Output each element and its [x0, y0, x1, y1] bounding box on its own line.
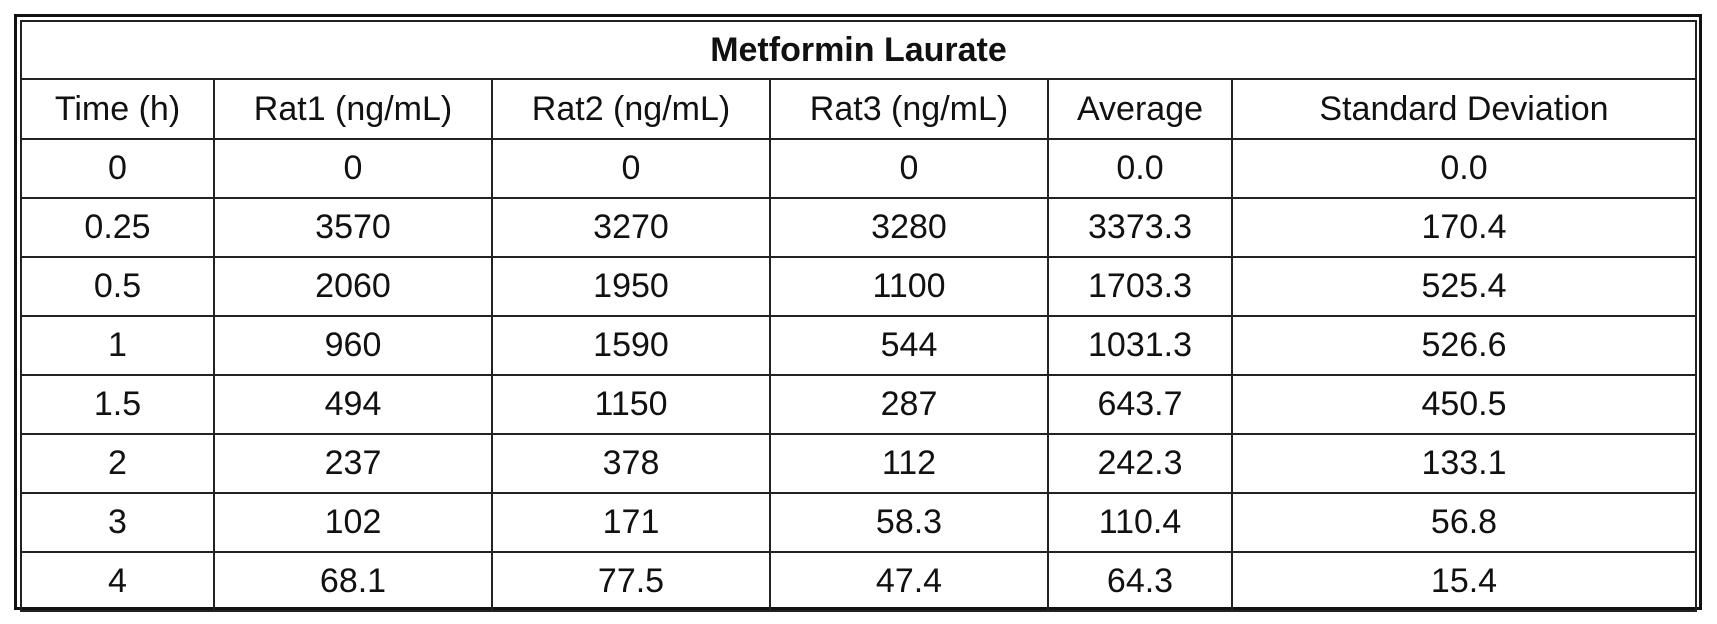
table-row: 2 237 378 112 242.3 133.1	[21, 434, 1696, 493]
cell-rat3: 112	[770, 434, 1048, 493]
cell-time: 1.5	[21, 375, 214, 434]
cell-rat2: 171	[492, 493, 770, 552]
cell-rat3: 1100	[770, 257, 1048, 316]
cell-average: 643.7	[1048, 375, 1232, 434]
cell-rat3: 0	[770, 139, 1048, 198]
cell-rat1: 960	[214, 316, 492, 375]
table-row: 0.5 2060 1950 1100 1703.3 525.4	[21, 257, 1696, 316]
column-header-rat1: Rat1 (ng/mL)	[214, 79, 492, 139]
cell-rat1: 68.1	[214, 552, 492, 611]
cell-average: 1031.3	[1048, 316, 1232, 375]
cell-rat3: 47.4	[770, 552, 1048, 611]
cell-rat1: 3570	[214, 198, 492, 257]
cell-standard-deviation: 526.6	[1232, 316, 1696, 375]
cell-rat1: 494	[214, 375, 492, 434]
table-frame: Metformin Laurate Time (h) Rat1 (ng/mL) …	[14, 14, 1702, 610]
title-row: Metformin Laurate	[21, 21, 1696, 79]
cell-rat2: 77.5	[492, 552, 770, 611]
cell-time: 2	[21, 434, 214, 493]
table-title: Metformin Laurate	[21, 21, 1696, 79]
cell-rat1: 2060	[214, 257, 492, 316]
cell-average: 0.0	[1048, 139, 1232, 198]
cell-standard-deviation: 0.0	[1232, 139, 1696, 198]
cell-time: 1	[21, 316, 214, 375]
cell-rat2: 378	[492, 434, 770, 493]
cell-standard-deviation: 56.8	[1232, 493, 1696, 552]
cell-average: 64.3	[1048, 552, 1232, 611]
cell-rat2: 3270	[492, 198, 770, 257]
cell-rat2: 1950	[492, 257, 770, 316]
header-row: Time (h) Rat1 (ng/mL) Rat2 (ng/mL) Rat3 …	[21, 79, 1696, 139]
cell-time: 0	[21, 139, 214, 198]
column-header-standard-deviation: Standard Deviation	[1232, 79, 1696, 139]
cell-average: 3373.3	[1048, 198, 1232, 257]
cell-rat3: 287	[770, 375, 1048, 434]
cell-rat2: 0	[492, 139, 770, 198]
cell-standard-deviation: 525.4	[1232, 257, 1696, 316]
cell-standard-deviation: 450.5	[1232, 375, 1696, 434]
cell-rat3: 3280	[770, 198, 1048, 257]
cell-time: 3	[21, 493, 214, 552]
table-row: 0.25 3570 3270 3280 3373.3 170.4	[21, 198, 1696, 257]
cell-average: 242.3	[1048, 434, 1232, 493]
cell-rat3: 58.3	[770, 493, 1048, 552]
cell-standard-deviation: 170.4	[1232, 198, 1696, 257]
table-row: 1.5 494 1150 287 643.7 450.5	[21, 375, 1696, 434]
cell-rat1: 102	[214, 493, 492, 552]
cell-average: 1703.3	[1048, 257, 1232, 316]
cell-time: 0.25	[21, 198, 214, 257]
cell-average: 110.4	[1048, 493, 1232, 552]
cell-rat2: 1150	[492, 375, 770, 434]
data-table: Metformin Laurate Time (h) Rat1 (ng/mL) …	[20, 20, 1697, 612]
column-header-rat3: Rat3 (ng/mL)	[770, 79, 1048, 139]
table-row: 3 102 171 58.3 110.4 56.8	[21, 493, 1696, 552]
column-header-rat2: Rat2 (ng/mL)	[492, 79, 770, 139]
cell-rat3: 544	[770, 316, 1048, 375]
cell-standard-deviation: 15.4	[1232, 552, 1696, 611]
column-header-time: Time (h)	[21, 79, 214, 139]
table-row: 4 68.1 77.5 47.4 64.3 15.4	[21, 552, 1696, 611]
cell-rat1: 0	[214, 139, 492, 198]
table-row: 1 960 1590 544 1031.3 526.6	[21, 316, 1696, 375]
table-row: 0 0 0 0 0.0 0.0	[21, 139, 1696, 198]
cell-time: 0.5	[21, 257, 214, 316]
cell-rat2: 1590	[492, 316, 770, 375]
cell-time: 4	[21, 552, 214, 611]
cell-rat1: 237	[214, 434, 492, 493]
cell-standard-deviation: 133.1	[1232, 434, 1696, 493]
column-header-average: Average	[1048, 79, 1232, 139]
